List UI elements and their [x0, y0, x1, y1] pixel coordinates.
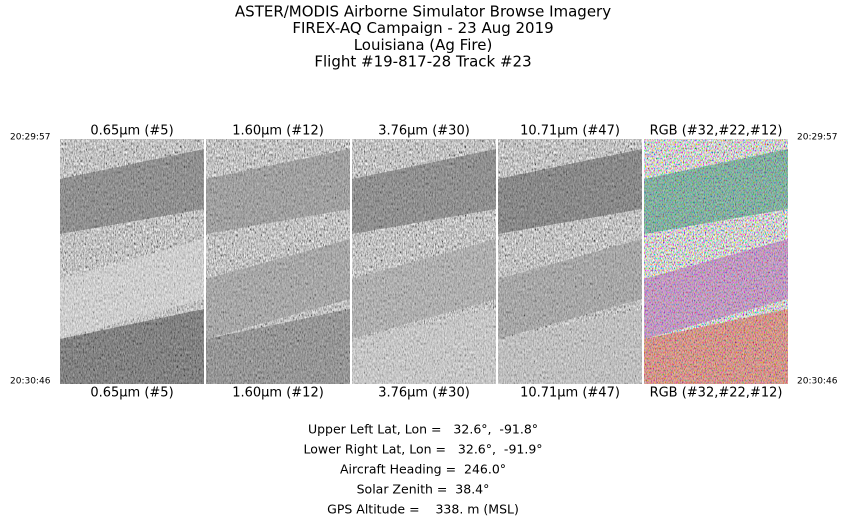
- band-label-top: RGB (#32,#22,#12): [650, 124, 783, 139]
- field: [60, 149, 204, 234]
- band-image: [206, 139, 350, 384]
- field: [60, 309, 204, 384]
- field: [498, 239, 642, 339]
- field: [352, 149, 496, 234]
- title-line: FIREX-AQ Campaign - 23 Aug 2019: [292, 19, 553, 37]
- start-time: 20:29:57: [797, 133, 837, 143]
- info-line: Aircraft Heading = 246.0°: [340, 462, 506, 477]
- field: [644, 239, 788, 339]
- image-noise: [60, 139, 204, 384]
- field: [206, 239, 350, 339]
- info-block: Upper Left Lat, Lon = 32.6°, -91.8° Lower…: [303, 422, 542, 517]
- field: [644, 309, 788, 384]
- end-time: 20:30:46: [797, 377, 838, 387]
- field: [498, 149, 642, 234]
- image-noise: [644, 139, 788, 384]
- end-time: 20:30:46: [10, 377, 51, 387]
- band-label-top: 3.76µm (#30): [378, 124, 470, 139]
- band-image: [352, 139, 496, 384]
- band-image: [498, 139, 642, 384]
- image-noise: [206, 139, 350, 384]
- field: [206, 309, 350, 384]
- info-line: Solar Zenith = 38.4°: [357, 482, 490, 497]
- band-label-top: 1.60µm (#12): [232, 124, 324, 139]
- field: [498, 309, 642, 384]
- start-time: 20:29:57: [10, 133, 50, 143]
- band-image: [644, 139, 788, 384]
- info-line: GPS Altitude = 338. m (MSL): [327, 502, 519, 517]
- info-line: Upper Left Lat, Lon = 32.6°, -91.8°: [308, 422, 538, 437]
- info-line: Lower Right Lat, Lon = 32.6°, -91.9°: [303, 442, 542, 457]
- field: [206, 149, 350, 234]
- band-label-top: 0.65µm (#5): [90, 124, 173, 139]
- band-label-bottom: 10.71µm (#47): [520, 386, 620, 401]
- image-noise: [498, 139, 642, 384]
- band-label-top: 10.71µm (#47): [520, 124, 620, 139]
- image-noise: [352, 139, 496, 384]
- band-label-bottom: 3.76µm (#30): [378, 386, 470, 401]
- panels: 20:29:57 20:30:46 20:29:57 20:30:46 0.65µm (…: [10, 124, 838, 401]
- band-image: [60, 139, 204, 384]
- band-label-bottom: 0.65µm (#5): [90, 386, 173, 401]
- header: ASTER/MODIS Airborne Simulator Browse Im…: [235, 3, 611, 71]
- field: [644, 149, 788, 234]
- band-label-bottom: RGB (#32,#22,#12): [650, 386, 783, 401]
- title-line: Flight #19-817-28 Track #23: [314, 53, 531, 71]
- title-line: ASTER/MODIS Airborne Simulator Browse Im…: [235, 3, 611, 21]
- title-line: Louisiana (Ag Fire): [354, 36, 493, 54]
- field: [352, 309, 496, 384]
- field: [352, 239, 496, 339]
- band-label-bottom: 1.60µm (#12): [232, 386, 324, 401]
- field: [60, 239, 204, 339]
